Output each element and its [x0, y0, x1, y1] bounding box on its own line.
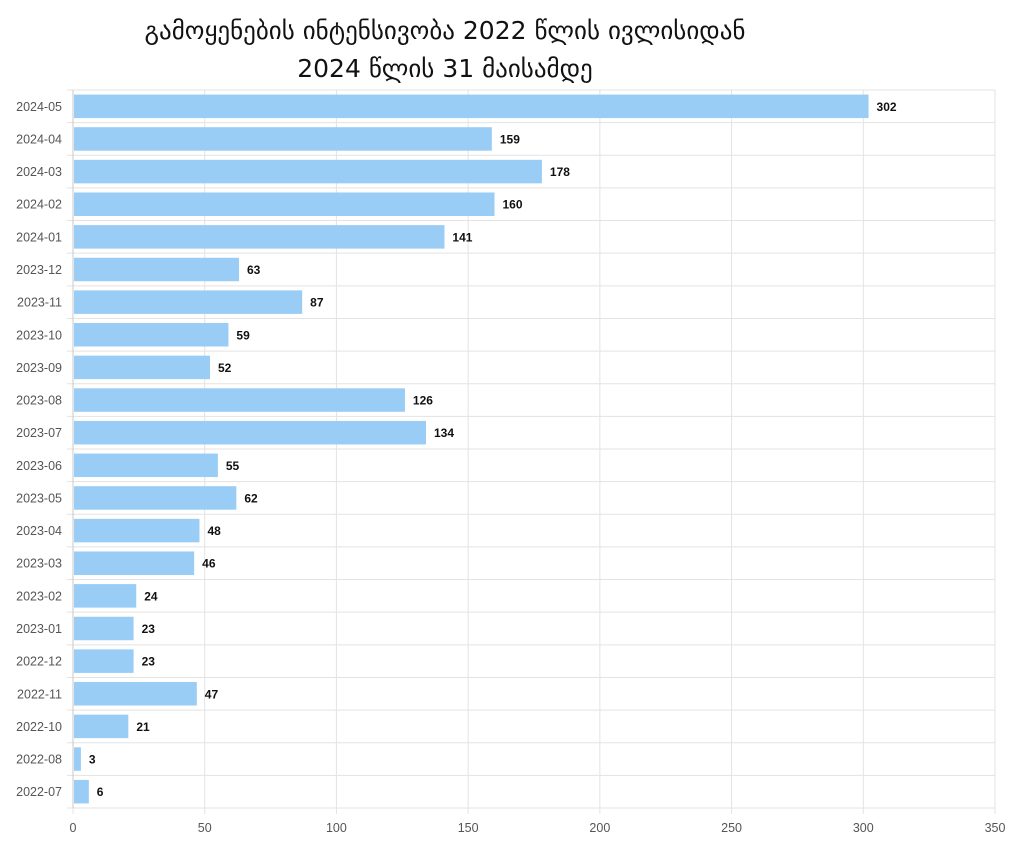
chart-title-line-1: გამოყენების ინტენსივობა 2022 წლის ივლისი…: [144, 16, 746, 45]
bar-2023-11: [74, 290, 303, 314]
bar-2023-12: [74, 257, 239, 282]
grid-lines: [67, 89, 996, 814]
bar-2022-07: [74, 779, 89, 804]
y-tick-label: 2023-04: [16, 524, 62, 538]
bar-2022-10: [74, 714, 129, 739]
data-label: 62: [244, 491, 258, 505]
y-tick-label: 2024-01: [16, 230, 62, 244]
data-label: 63: [247, 263, 261, 277]
bar-2023-10: [74, 323, 229, 347]
data-label: 134: [434, 426, 454, 440]
x-tick-label: 0: [70, 821, 77, 835]
data-label: 6: [97, 785, 104, 799]
data-label: 178: [550, 165, 570, 179]
data-label: 23: [142, 622, 156, 636]
x-tick-label: 150: [458, 821, 479, 835]
y-tick-label: 2023-01: [16, 622, 62, 636]
y-tick-label: 2022-10: [16, 720, 62, 734]
bar-2024-02: [74, 192, 495, 216]
data-label: 55: [226, 459, 240, 473]
x-tick-label: 100: [326, 821, 347, 835]
bar-2024-03: [74, 159, 542, 184]
bar-2024-01: [74, 225, 445, 249]
y-axis-tick-labels: 2024-05 2024-04 2024-03 2024-02 2024-01 2023-…: [16, 100, 62, 799]
y-tick-label: 2023-12: [16, 263, 62, 277]
data-label: 48: [207, 524, 221, 538]
data-label: 52: [218, 361, 232, 375]
y-tick-label: 2022-12: [16, 655, 62, 669]
data-label: 59: [236, 328, 250, 342]
x-axis-tick-labels: 0 50 100 150 200 250 300 350: [70, 821, 1006, 835]
y-tick-label: 2024-03: [16, 165, 62, 179]
y-tick-label: 2022-07: [16, 785, 62, 799]
data-label: 126: [413, 394, 433, 408]
data-label: 160: [502, 198, 522, 212]
data-label: 46: [202, 557, 216, 571]
y-tick-label: 2023-03: [16, 557, 62, 571]
y-tick-label: 2024-04: [16, 132, 62, 146]
data-label: 3: [89, 753, 96, 767]
y-tick-label: 2023-02: [16, 589, 62, 603]
data-label: 21: [136, 720, 150, 734]
x-tick-label: 300: [853, 821, 874, 835]
bar-2023-06: [74, 453, 218, 478]
y-tick-label: 2023-10: [16, 328, 62, 342]
y-tick-label: 2023-09: [16, 361, 62, 375]
bar-2023-01: [74, 616, 134, 641]
bar-2023-05: [74, 486, 237, 510]
x-tick-label: 350: [985, 821, 1006, 835]
bar-2023-04: [74, 518, 200, 543]
y-tick-label: 2022-11: [17, 687, 62, 701]
y-tick-label: 2024-02: [16, 198, 62, 212]
bar-2023-02: [74, 584, 137, 608]
x-tick-label: 250: [721, 821, 742, 835]
x-tick-label: 50: [198, 821, 212, 835]
bar-2023-09: [74, 355, 210, 380]
bars: [74, 94, 869, 804]
data-label: 24: [144, 589, 158, 603]
y-tick-label: 2023-05: [16, 491, 62, 505]
y-tick-label: 2023-08: [16, 394, 62, 408]
y-tick-label: 2024-05: [16, 100, 62, 114]
y-tick-label: 2022-08: [16, 753, 62, 767]
y-tick-label: 2023-11: [17, 296, 62, 310]
bar-2023-03: [74, 551, 195, 575]
data-label: 47: [205, 687, 219, 701]
bar-2022-11: [74, 682, 197, 706]
bar-2023-07: [74, 420, 426, 445]
x-tick-label: 200: [589, 821, 610, 835]
bar-2023-08: [74, 388, 405, 412]
data-label: 302: [877, 100, 897, 114]
chart-title-line-2: 2024 წლის 31 მაისამდე: [297, 54, 593, 83]
y-tick-label: 2023-07: [16, 426, 62, 440]
bar-2024-05: [74, 94, 869, 119]
data-label: 87: [310, 296, 324, 310]
data-label: 141: [452, 230, 472, 244]
data-label: 159: [500, 132, 520, 146]
bar-2022-12: [74, 649, 134, 673]
y-tick-label: 2023-06: [16, 459, 62, 473]
bar-2024-04: [74, 127, 492, 151]
chart-title: გამოყენების ინტენსივობა 2022 წლის ივლისი…: [0, 12, 890, 88]
data-label: 23: [142, 655, 156, 669]
data-labels: 3021591781601416387595212613455624846242…: [89, 100, 897, 799]
bar-2022-08: [74, 747, 81, 771]
